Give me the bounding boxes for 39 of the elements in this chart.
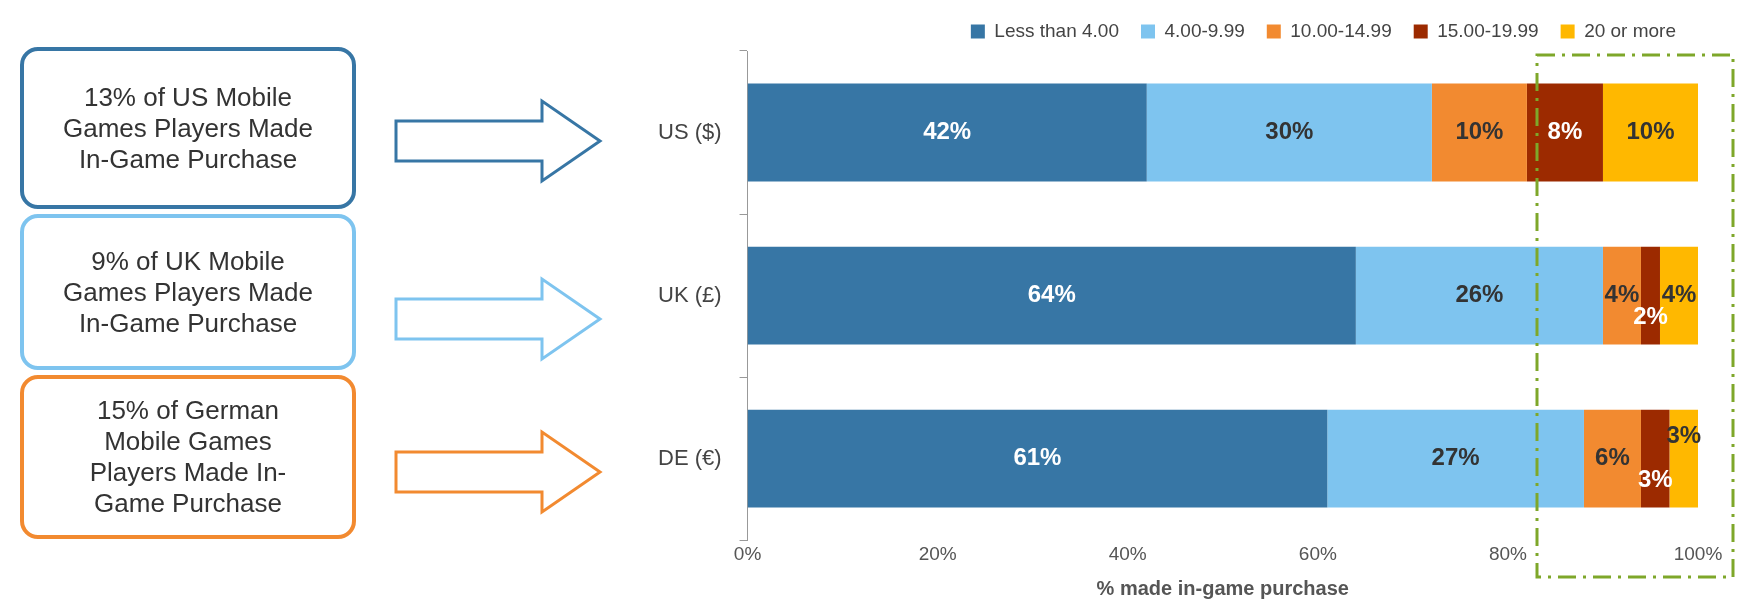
text: 15% of German Mobile Games Players Made In-Game Purchase [20,375,356,539]
data-label: 10% [1626,117,1675,145]
bar [747,409,1328,508]
bar [1526,83,1603,182]
data-label: 6% [1595,443,1630,471]
data-label: 27% [1431,443,1480,471]
legend-label: 20 or more [1584,19,1676,41]
text: 9% of UK Mobile Games Players Made In-Game Purchase [20,214,356,370]
data-label: 30% [1265,117,1314,145]
legend-label: Less than 4.00 [994,19,1120,41]
x-tick-label: 60% [1298,542,1337,564]
x-tick-label: 100% [1673,542,1723,564]
data-label: 61% [1013,443,1062,471]
bar [1146,83,1432,182]
x-tick-label: 40% [1108,542,1147,564]
data-label: 4% [1604,280,1640,308]
y-tick-label: UK (£) [658,281,722,307]
text: 13% of US Mobile Games Players Made In-Game Purchase [20,47,356,209]
data-label: 26% [1455,280,1504,308]
legend-label: 15.00-19.99 [1437,19,1539,41]
data-label: 8% [1547,117,1583,145]
bar [1431,83,1527,182]
y-tick-label: US ($) [658,118,722,144]
bar [747,246,1356,345]
bar [1327,409,1584,508]
bar [1602,83,1698,182]
x-tick-label: 20% [918,542,957,564]
data-label: 4% [1661,280,1697,308]
legend-label: 10.00-14.99 [1290,19,1392,41]
x-tick-label: 0% [733,542,762,564]
x-tick-label: 80% [1488,542,1528,564]
legend-label: 4.00-9.99 [1164,19,1245,41]
x-axis-title: % made in-game purchase [1096,576,1349,599]
data-label: 64% [1027,280,1076,308]
data-label: 10% [1455,117,1504,145]
data-label: 42% [923,117,972,145]
bar [747,83,1147,182]
bar [1355,246,1603,345]
y-tick-label: DE (€) [658,444,722,470]
